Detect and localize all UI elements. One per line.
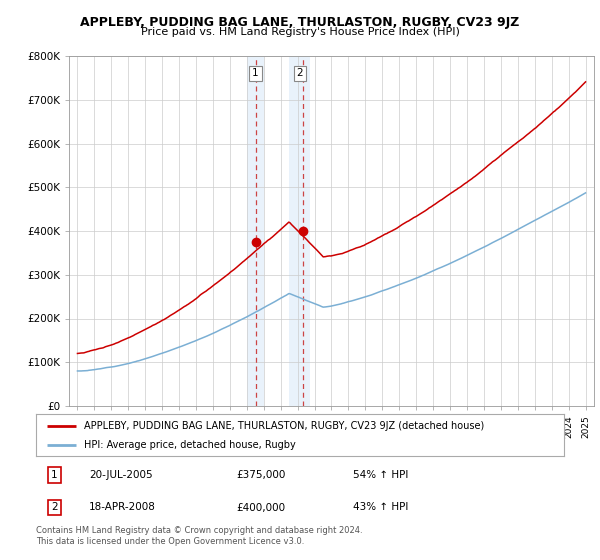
Text: £375,000: £375,000: [236, 470, 286, 480]
Text: APPLEBY, PUDDING BAG LANE, THURLASTON, RUGBY, CV23 9JZ: APPLEBY, PUDDING BAG LANE, THURLASTON, R…: [80, 16, 520, 29]
Text: 18-APR-2008: 18-APR-2008: [89, 502, 155, 512]
Text: 20-JUL-2005: 20-JUL-2005: [89, 470, 152, 480]
Bar: [289, 56, 310, 406]
Text: 54% ↑ HPI: 54% ↑ HPI: [353, 470, 408, 480]
Text: Contains HM Land Registry data © Crown copyright and database right 2024.
This d: Contains HM Land Registry data © Crown c…: [36, 526, 362, 546]
Text: 2: 2: [51, 502, 58, 512]
Text: £400,000: £400,000: [236, 502, 286, 512]
Text: APPLEBY, PUDDING BAG LANE, THURLASTON, RUGBY, CV23 9JZ (detached house): APPLEBY, PUDDING BAG LANE, THURLASTON, R…: [83, 421, 484, 431]
Text: HPI: Average price, detached house, Rugby: HPI: Average price, detached house, Rugb…: [83, 440, 295, 450]
Text: 43% ↑ HPI: 43% ↑ HPI: [353, 502, 408, 512]
Text: 1: 1: [252, 68, 259, 78]
Text: 2: 2: [296, 68, 303, 78]
Text: 1: 1: [51, 470, 58, 480]
Bar: [247, 56, 264, 406]
Text: Price paid vs. HM Land Registry's House Price Index (HPI): Price paid vs. HM Land Registry's House …: [140, 27, 460, 37]
